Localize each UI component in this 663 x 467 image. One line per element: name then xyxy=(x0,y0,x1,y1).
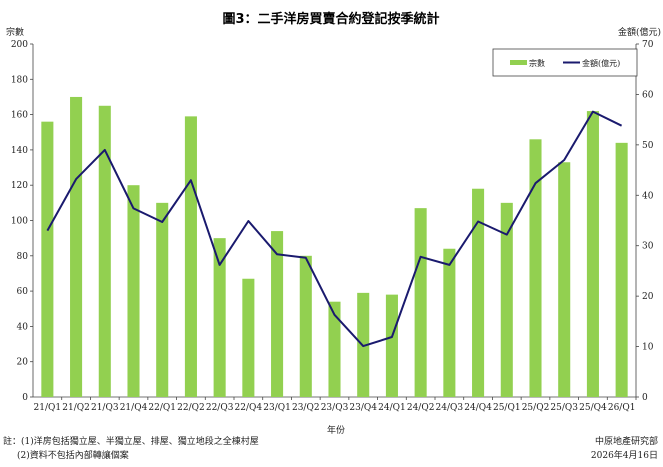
y-left-tick-label: 140 xyxy=(11,146,28,156)
footnote-line-2: (2)資料不包括內部轉讓個案 xyxy=(17,451,129,461)
x-tick-label: 21/Q4 xyxy=(120,403,148,413)
plot-area: 0 20 40 60 80 100 120 140 160 180 200 0 10 20 30 40 50 60… xyxy=(11,40,654,413)
x-tick-label: 22/Q3 xyxy=(206,403,234,413)
bar xyxy=(615,142,628,397)
bar xyxy=(586,111,599,397)
y-left-axis-label: 宗數 xyxy=(6,26,24,38)
x-tick-label: 23/Q2 xyxy=(292,403,320,413)
y-right-tick-label: 40 xyxy=(642,191,654,201)
bar xyxy=(213,238,226,397)
footnote-line-1: 註：(1)洋房包括獨立屋、半獨立屋、排屋、獨立地段之全棟村屋 xyxy=(3,437,259,447)
legend-label-line: 金額(億元) xyxy=(582,58,620,68)
y-left-tick-label: 0 xyxy=(22,393,28,403)
x-tick-label: 21/Q3 xyxy=(91,403,119,413)
y-left-tick-label: 100 xyxy=(11,217,28,227)
source-label: 中原地產研究部 xyxy=(594,437,658,447)
bar xyxy=(98,105,111,398)
y-right-tick-label: 0 xyxy=(642,393,648,403)
bar xyxy=(414,208,427,397)
x-tick-label: 25/Q3 xyxy=(550,403,578,413)
x-tick-label: 26/Q1 xyxy=(608,403,636,413)
x-tick-label: 24/Q3 xyxy=(436,403,464,413)
bar xyxy=(70,96,83,397)
x-tick-label: 24/Q2 xyxy=(407,403,435,413)
x-tick-label: 24/Q1 xyxy=(378,403,406,413)
bar xyxy=(184,116,197,398)
x-tick-label: 24/Q4 xyxy=(464,403,492,413)
bar xyxy=(271,231,284,397)
legend-swatch-bar xyxy=(510,60,527,65)
y-right-axis-label: 金額(億元) xyxy=(618,26,661,38)
y-left-tick-label: 60 xyxy=(17,287,29,297)
y-right-tick-label: 60 xyxy=(642,90,654,100)
bar xyxy=(385,294,398,397)
y-right-tick-label: 30 xyxy=(642,242,654,252)
amount-line xyxy=(46,110,623,348)
bar xyxy=(41,121,54,397)
x-tick-label: 25/Q2 xyxy=(522,403,550,413)
date-label: 2026年4月16日 xyxy=(590,451,658,461)
bar xyxy=(156,202,169,397)
x-tick-label: 23/Q4 xyxy=(349,403,377,413)
bar xyxy=(529,139,542,397)
bar xyxy=(500,202,513,397)
x-tick-label: 22/Q4 xyxy=(235,403,263,413)
x-tick-label: 22/Q1 xyxy=(148,403,176,413)
bar xyxy=(127,185,140,397)
chart-title: 圖3：二手洋房買賣合約登記按季統計 xyxy=(222,11,439,27)
y-right-tick-label: 50 xyxy=(642,141,654,151)
y-left-tick-label: 160 xyxy=(11,111,28,121)
x-tick-label: 23/Q3 xyxy=(321,403,349,413)
x-tick-label: 22/Q2 xyxy=(177,403,205,413)
y-right-tick-label: 10 xyxy=(642,343,654,353)
y-left-tick-label: 120 xyxy=(11,181,28,191)
bar xyxy=(299,255,312,397)
bar xyxy=(558,162,571,397)
x-tick-label: 23/Q1 xyxy=(263,403,291,413)
x-tick-label: 25/Q4 xyxy=(579,403,607,413)
bar xyxy=(472,188,485,397)
y-left-tick-label: 200 xyxy=(11,40,28,50)
x-tick-label: 25/Q1 xyxy=(493,403,521,413)
y-left-tick-label: 20 xyxy=(17,358,29,368)
bar xyxy=(328,301,341,397)
legend-label-bar: 宗數 xyxy=(529,58,545,68)
x-axis-label: 年份 xyxy=(327,424,345,436)
legend: 宗數 金額(億元) xyxy=(492,48,638,77)
y-right-tick-label: 20 xyxy=(642,292,654,302)
bar xyxy=(443,248,456,397)
x-tick-label: 21/Q1 xyxy=(34,403,62,413)
y-right-tick-label: 70 xyxy=(642,40,654,50)
x-tick-label: 21/Q2 xyxy=(62,403,90,413)
bar xyxy=(242,278,255,397)
y-left-tick-label: 180 xyxy=(11,75,28,85)
y-left-tick-label: 40 xyxy=(17,322,29,332)
y-left-tick-label: 80 xyxy=(17,252,29,262)
